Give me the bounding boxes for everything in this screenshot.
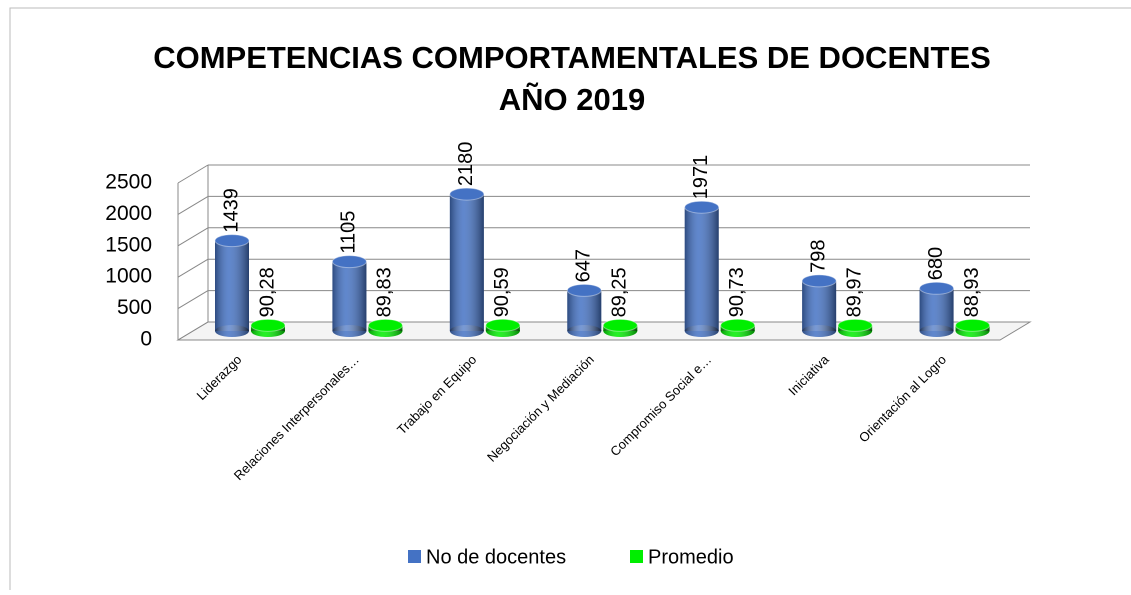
legend-swatch — [408, 550, 421, 563]
bar-cap — [367, 318, 403, 332]
cylinder — [367, 318, 403, 337]
cylinder — [214, 234, 250, 337]
value-label: 88,93 — [961, 267, 983, 317]
cylinder — [602, 318, 638, 337]
bar-base-shade — [332, 325, 367, 337]
y-tick-label: 1000 — [105, 265, 152, 288]
bar-cap — [449, 187, 485, 201]
value-label: 90,28 — [256, 267, 278, 317]
bar-base-shade — [802, 325, 837, 337]
value-label: 1971 — [690, 155, 712, 200]
grid-line — [177, 164, 209, 184]
bar-cap — [837, 318, 873, 332]
bar-shade — [802, 280, 837, 331]
value-label: 680 — [925, 247, 947, 280]
cylinder — [955, 318, 991, 337]
bar-shade — [215, 240, 249, 331]
cylinder — [566, 283, 602, 337]
bar-cap — [602, 318, 638, 332]
cylinder — [250, 318, 286, 337]
value-label: 647 — [573, 249, 595, 282]
grid-line — [177, 290, 209, 310]
bar-shade — [332, 261, 367, 331]
chart-title: AÑO 2019 — [499, 82, 645, 117]
bar-shade — [567, 290, 602, 331]
bar-base-shade — [684, 325, 719, 337]
value-label: 1439 — [220, 188, 242, 233]
cylinder — [449, 187, 485, 337]
bar-cap — [566, 283, 602, 297]
y-tick-label: 0 — [140, 328, 152, 351]
bar-base-shade — [567, 325, 602, 337]
bar-base-shade — [449, 325, 484, 337]
bar-cap — [214, 234, 250, 248]
grid-line — [177, 321, 209, 341]
cylinder — [331, 255, 367, 337]
cylinder — [485, 318, 521, 337]
y-tick-label: 2000 — [105, 202, 152, 225]
bar-shade — [684, 207, 719, 331]
bar-shade — [449, 194, 484, 331]
value-label: 89,97 — [843, 267, 865, 317]
value-label: 2180 — [455, 142, 477, 187]
value-label: 1105 — [338, 211, 360, 254]
bar-base-shade — [215, 325, 249, 337]
cylinder — [684, 200, 720, 337]
chart-title: COMPETENCIAS COMPORTAMENTALES DE DOCENTE… — [153, 40, 991, 75]
bar-cap — [684, 200, 720, 214]
cylinder — [837, 318, 873, 337]
bar-cap — [919, 281, 955, 295]
grid-line — [177, 195, 209, 215]
bar-cap — [485, 318, 521, 332]
legend-label: Promedio — [648, 546, 734, 568]
y-tick-label: 1500 — [105, 233, 152, 256]
value-label: 798 — [807, 240, 829, 273]
cylinder — [919, 281, 955, 337]
bar-cap — [955, 318, 991, 332]
legend-swatch — [630, 550, 643, 563]
cylinder — [801, 274, 837, 337]
grid-line — [177, 227, 209, 247]
bar-cap — [801, 274, 837, 288]
bar-cap — [250, 318, 286, 332]
bar-cap — [720, 318, 756, 332]
bar-shade — [919, 288, 954, 331]
value-label: 90,59 — [491, 267, 513, 317]
grid-line — [177, 258, 209, 278]
y-tick-label: 500 — [117, 296, 152, 319]
bar-cap — [331, 255, 367, 269]
legend-label: No de docentes — [426, 546, 566, 568]
value-label: 89,83 — [374, 267, 396, 317]
value-label: 89,25 — [609, 267, 631, 317]
cylinder — [720, 318, 756, 337]
y-tick-label: 2500 — [105, 171, 152, 194]
bar-base-shade — [919, 325, 954, 337]
value-label: 90,73 — [726, 267, 748, 317]
